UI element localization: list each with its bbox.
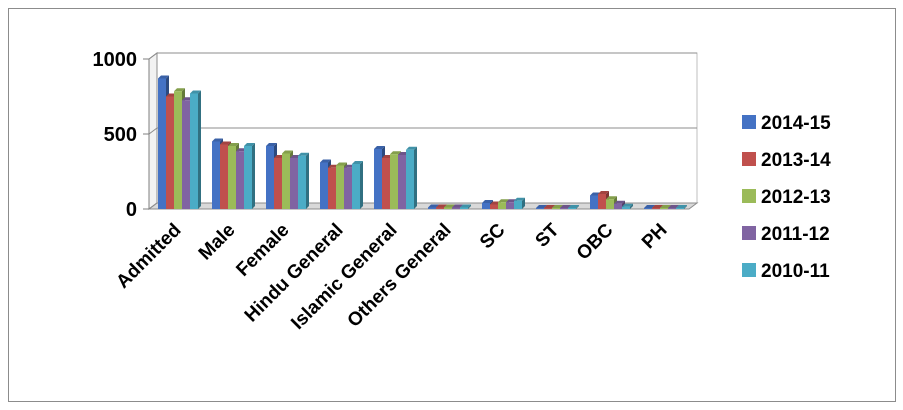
legend-item: 2012-13 xyxy=(742,187,831,208)
legend-label: 2013-14 xyxy=(761,150,831,171)
y-tick-label: 0 xyxy=(126,199,137,221)
legend-swatch xyxy=(742,226,756,240)
bar-2010-11-hindu-general xyxy=(352,161,363,209)
y-axis-ticks: 0 500 1000 xyxy=(93,49,150,221)
legend-item: 2010-11 xyxy=(742,261,830,282)
chart-frame: 0 500 1000 Admitted Male Female Hindu General… xyxy=(8,8,896,402)
legend-label: 2014-15 xyxy=(761,113,831,134)
x-tick-label: OBC xyxy=(573,219,618,264)
legend-item: 2014-15 xyxy=(742,113,831,134)
legend-item: 2011-12 xyxy=(742,224,830,245)
bar-2010-11-male xyxy=(244,143,255,209)
legend: 2014-15 2013-14 2012-13 2011-12 2010-11 xyxy=(742,113,831,282)
legend-label: 2011-12 xyxy=(761,224,830,245)
legend-swatch xyxy=(742,152,756,166)
legend-swatch xyxy=(742,115,756,129)
bar-2010-11-sc xyxy=(514,198,525,209)
legend-item: 2013-14 xyxy=(742,150,831,171)
legend-label: 2010-11 xyxy=(761,261,830,282)
x-tick-label: Male xyxy=(195,220,240,265)
legend-swatch xyxy=(742,263,756,277)
legend-swatch xyxy=(742,189,756,203)
x-tick-label: ST xyxy=(532,219,564,251)
x-tick-label: PH xyxy=(638,220,672,254)
bar-2010-11-admitted xyxy=(190,91,201,210)
y-tick-label: 500 xyxy=(104,124,137,146)
y-tick-label: 1000 xyxy=(93,49,138,71)
x-tick-label: Hindu General xyxy=(241,220,348,327)
legend-label: 2012-13 xyxy=(761,187,831,208)
x-tick-label: Admitted xyxy=(112,220,185,293)
bar-2010-11-islamic-general xyxy=(406,147,417,209)
x-tick-label: SC xyxy=(476,219,510,253)
bar-2010-11-female xyxy=(298,153,309,209)
